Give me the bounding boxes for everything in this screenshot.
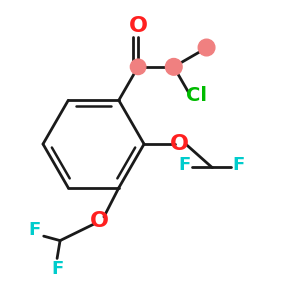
Text: F: F [178, 157, 191, 175]
Circle shape [130, 59, 146, 75]
Circle shape [166, 58, 182, 75]
Text: O: O [170, 134, 189, 154]
Text: O: O [129, 16, 148, 36]
Text: O: O [90, 211, 109, 231]
Text: F: F [29, 221, 41, 239]
Text: Cl: Cl [186, 86, 207, 105]
Text: F: F [51, 260, 63, 278]
Text: F: F [232, 157, 244, 175]
Circle shape [198, 39, 215, 56]
